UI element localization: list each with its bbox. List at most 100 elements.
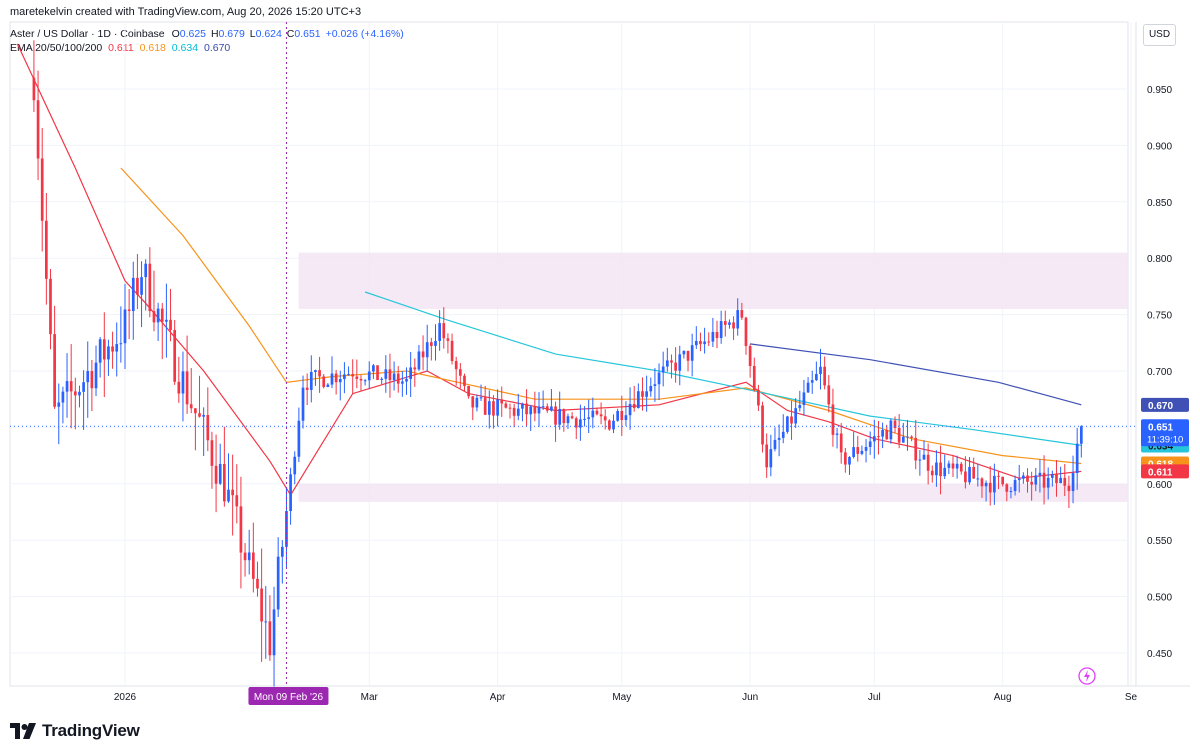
candle-body — [446, 338, 450, 341]
candle-body — [678, 354, 682, 371]
ema-line-ema200 — [750, 343, 1082, 406]
candle-body — [334, 373, 338, 383]
candle-body — [583, 418, 586, 420]
candle-body — [40, 158, 44, 221]
candle-body — [36, 100, 40, 159]
candle-body — [98, 339, 102, 363]
lightning-icon[interactable] — [1078, 667, 1096, 685]
ema-line-ema20 — [16, 43, 1082, 497]
symbol-title[interactable]: Aster / US Dollar · 1D · Coinbase — [10, 28, 165, 40]
candle-body — [326, 384, 330, 387]
candle-body — [690, 345, 694, 361]
candle-body — [297, 420, 301, 457]
y-tick-label: 0.950 — [1147, 85, 1172, 96]
candle-body — [835, 433, 839, 435]
candle-body — [649, 385, 653, 392]
candle-body — [591, 410, 595, 418]
ema20-badge-label: 0.611 — [1148, 467, 1173, 478]
candle-body — [748, 346, 752, 367]
candle-body — [363, 380, 367, 382]
change-value: +0.026 (+4.16%) — [325, 28, 404, 40]
candle-body — [906, 436, 909, 438]
candle-body — [968, 466, 971, 483]
candles — [32, 40, 1083, 687]
candle-body — [682, 350, 686, 355]
candle-body — [550, 406, 553, 411]
candle-body — [115, 344, 119, 352]
candle-body — [872, 436, 876, 442]
candle-body — [951, 463, 955, 469]
symbol-legend: Aster / US Dollar · 1D · Coinbase O0.625… — [10, 28, 404, 40]
candle-body — [885, 430, 889, 440]
candle-body — [44, 220, 48, 279]
candle-body — [558, 409, 562, 425]
candle-body — [595, 410, 599, 415]
open-value: 0.625 — [179, 28, 207, 40]
ema-legend-title[interactable]: EMA 20/50/100/200 — [10, 42, 103, 54]
countdown-label: 11:39:10 — [1147, 434, 1183, 445]
candle-body — [247, 552, 251, 561]
candle-body — [388, 369, 392, 381]
ema20-badge-box — [1141, 464, 1189, 479]
candle-body — [1055, 474, 1058, 484]
last-price-badge-box — [1141, 419, 1189, 447]
candle-body — [1034, 475, 1038, 485]
y-tick-label: 0.550 — [1147, 536, 1172, 547]
candle-body — [289, 474, 292, 512]
candle-body — [65, 381, 69, 392]
candle-body — [49, 278, 52, 335]
candle-body — [1009, 491, 1013, 493]
candle-body — [959, 463, 963, 472]
candle-body — [976, 478, 980, 480]
candle-body — [533, 406, 537, 414]
candle-body — [223, 463, 226, 502]
time-axis[interactable]: 2026 Mar Apr May Jun Jul Aug Se — [114, 692, 1138, 703]
candle-body — [794, 408, 798, 424]
candle-body — [844, 452, 847, 465]
candle-body — [144, 263, 148, 278]
candle-body — [405, 378, 408, 382]
candle-body — [806, 382, 810, 393]
candle-body — [94, 362, 98, 389]
ema100-legend-value: 0.634 — [171, 42, 199, 54]
candle-body — [206, 414, 210, 441]
candle-body — [574, 418, 578, 428]
x-tick-label: Mar — [361, 692, 379, 703]
candle-body — [251, 552, 255, 579]
candle-body — [343, 374, 346, 380]
candle-body — [260, 588, 263, 622]
y-tick-label: 0.600 — [1147, 480, 1172, 491]
candle-body — [181, 371, 185, 394]
candle-body — [413, 367, 417, 370]
candle-body — [624, 415, 628, 421]
candle-body — [57, 402, 61, 407]
ema200-legend-value: 0.670 — [204, 42, 231, 54]
candle-body — [1017, 478, 1021, 481]
grid — [9, 21, 1190, 687]
high-value: 0.679 — [218, 28, 245, 40]
candle-body — [881, 430, 884, 437]
candle-body — [1046, 477, 1050, 488]
candle-body — [53, 334, 56, 407]
x-tick-label: 2026 — [114, 692, 137, 703]
candle-body — [641, 391, 644, 397]
candle-body — [1013, 480, 1017, 492]
currency-button[interactable]: USD — [1143, 24, 1176, 46]
candle-body — [856, 447, 860, 454]
tradingview-logo[interactable]: TradingView — [10, 720, 140, 742]
y-tick-label: 0.500 — [1147, 593, 1172, 604]
candle-body — [686, 350, 690, 361]
x-tick-label: Jul — [868, 692, 881, 703]
x-tick-label: May — [612, 692, 631, 703]
price-axis[interactable]: 0.9500.9000.8500.8000.7500.7000.6500.600… — [1147, 85, 1172, 660]
candle-body — [202, 414, 206, 417]
y-tick-label: 0.750 — [1147, 311, 1172, 322]
candle-body — [993, 475, 996, 493]
candle-body — [314, 370, 317, 372]
candle-body — [645, 391, 648, 397]
candle-body — [148, 263, 152, 312]
candle-body — [86, 371, 90, 383]
candle-body — [579, 419, 582, 428]
candle-body — [268, 621, 272, 656]
